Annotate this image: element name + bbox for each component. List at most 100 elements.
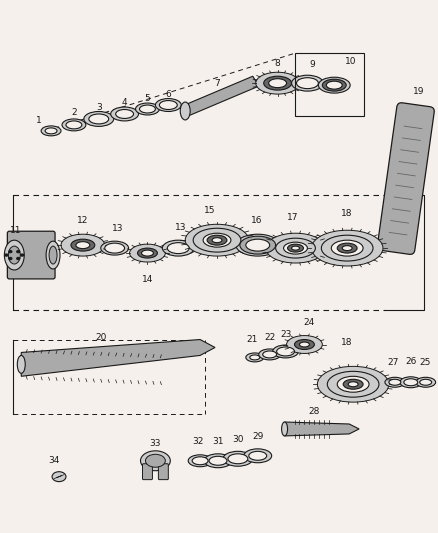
Ellipse shape bbox=[246, 239, 270, 251]
Ellipse shape bbox=[294, 340, 314, 350]
Text: 25: 25 bbox=[419, 358, 431, 367]
Text: 13: 13 bbox=[174, 223, 186, 232]
Ellipse shape bbox=[277, 347, 294, 356]
Ellipse shape bbox=[256, 72, 300, 94]
Ellipse shape bbox=[138, 248, 157, 258]
Ellipse shape bbox=[282, 422, 288, 436]
Text: 10: 10 bbox=[346, 57, 357, 66]
Ellipse shape bbox=[318, 77, 350, 93]
Text: 3: 3 bbox=[96, 102, 102, 111]
Text: 4: 4 bbox=[122, 98, 127, 107]
Ellipse shape bbox=[228, 454, 248, 464]
FancyBboxPatch shape bbox=[7, 231, 55, 279]
Ellipse shape bbox=[52, 472, 66, 482]
Ellipse shape bbox=[389, 379, 401, 385]
Ellipse shape bbox=[17, 251, 20, 253]
Ellipse shape bbox=[116, 109, 134, 118]
Text: 21: 21 bbox=[246, 335, 258, 344]
Ellipse shape bbox=[223, 451, 253, 466]
Ellipse shape bbox=[17, 257, 20, 260]
Ellipse shape bbox=[311, 230, 383, 266]
Ellipse shape bbox=[180, 102, 190, 120]
Ellipse shape bbox=[46, 241, 60, 269]
Ellipse shape bbox=[286, 336, 322, 353]
Ellipse shape bbox=[207, 235, 227, 245]
FancyBboxPatch shape bbox=[159, 464, 168, 480]
Ellipse shape bbox=[212, 238, 222, 243]
Text: 19: 19 bbox=[413, 87, 424, 95]
Ellipse shape bbox=[62, 119, 86, 131]
Ellipse shape bbox=[327, 372, 379, 397]
Ellipse shape bbox=[263, 351, 277, 358]
Ellipse shape bbox=[140, 105, 155, 113]
Ellipse shape bbox=[145, 454, 165, 467]
Ellipse shape bbox=[66, 121, 82, 129]
Ellipse shape bbox=[246, 353, 264, 362]
Ellipse shape bbox=[141, 250, 153, 256]
Text: 26: 26 bbox=[405, 357, 417, 366]
Text: 20: 20 bbox=[95, 333, 106, 342]
Ellipse shape bbox=[243, 238, 273, 253]
Text: 17: 17 bbox=[287, 213, 298, 222]
Ellipse shape bbox=[321, 235, 373, 261]
Ellipse shape bbox=[318, 366, 389, 402]
Text: 18: 18 bbox=[342, 338, 353, 347]
Ellipse shape bbox=[84, 111, 114, 126]
Ellipse shape bbox=[244, 449, 272, 463]
Ellipse shape bbox=[236, 234, 279, 256]
Ellipse shape bbox=[9, 251, 12, 253]
Text: 2: 2 bbox=[71, 109, 77, 117]
FancyBboxPatch shape bbox=[142, 464, 152, 480]
Text: 9: 9 bbox=[310, 60, 315, 69]
Ellipse shape bbox=[204, 454, 232, 468]
Ellipse shape bbox=[288, 244, 304, 252]
Ellipse shape bbox=[209, 456, 227, 465]
Ellipse shape bbox=[300, 342, 309, 347]
Ellipse shape bbox=[249, 451, 267, 461]
Ellipse shape bbox=[167, 243, 189, 254]
Ellipse shape bbox=[155, 99, 181, 111]
Ellipse shape bbox=[5, 254, 8, 256]
Ellipse shape bbox=[159, 101, 177, 109]
Ellipse shape bbox=[337, 243, 357, 253]
Text: 28: 28 bbox=[309, 407, 320, 416]
Ellipse shape bbox=[101, 241, 129, 255]
Text: 7: 7 bbox=[214, 79, 220, 87]
Text: 5: 5 bbox=[145, 94, 150, 102]
Ellipse shape bbox=[268, 79, 286, 87]
Ellipse shape bbox=[8, 246, 20, 264]
Ellipse shape bbox=[135, 103, 159, 115]
Ellipse shape bbox=[416, 377, 436, 387]
Ellipse shape bbox=[162, 240, 194, 256]
Ellipse shape bbox=[192, 457, 208, 465]
Text: 6: 6 bbox=[166, 90, 171, 99]
Ellipse shape bbox=[130, 244, 165, 262]
Ellipse shape bbox=[324, 80, 344, 90]
Ellipse shape bbox=[264, 76, 292, 90]
Text: 33: 33 bbox=[150, 439, 161, 448]
Text: 34: 34 bbox=[48, 456, 60, 465]
Text: 13: 13 bbox=[112, 224, 124, 233]
Ellipse shape bbox=[276, 238, 315, 258]
Ellipse shape bbox=[41, 126, 61, 136]
Ellipse shape bbox=[348, 382, 358, 387]
Text: 27: 27 bbox=[387, 358, 399, 367]
Text: 18: 18 bbox=[342, 209, 353, 218]
Text: 23: 23 bbox=[280, 330, 291, 339]
Polygon shape bbox=[21, 340, 215, 376]
Ellipse shape bbox=[17, 356, 25, 373]
Ellipse shape bbox=[292, 246, 300, 250]
Ellipse shape bbox=[9, 257, 12, 260]
Ellipse shape bbox=[49, 246, 57, 264]
Text: 15: 15 bbox=[204, 206, 216, 215]
Ellipse shape bbox=[203, 233, 231, 247]
Ellipse shape bbox=[420, 379, 431, 385]
Ellipse shape bbox=[404, 379, 418, 386]
Ellipse shape bbox=[331, 240, 363, 256]
Text: 30: 30 bbox=[232, 435, 244, 445]
Text: 22: 22 bbox=[264, 333, 276, 342]
Text: 31: 31 bbox=[212, 438, 224, 446]
Polygon shape bbox=[285, 422, 359, 436]
Ellipse shape bbox=[89, 114, 109, 124]
Ellipse shape bbox=[250, 355, 260, 360]
